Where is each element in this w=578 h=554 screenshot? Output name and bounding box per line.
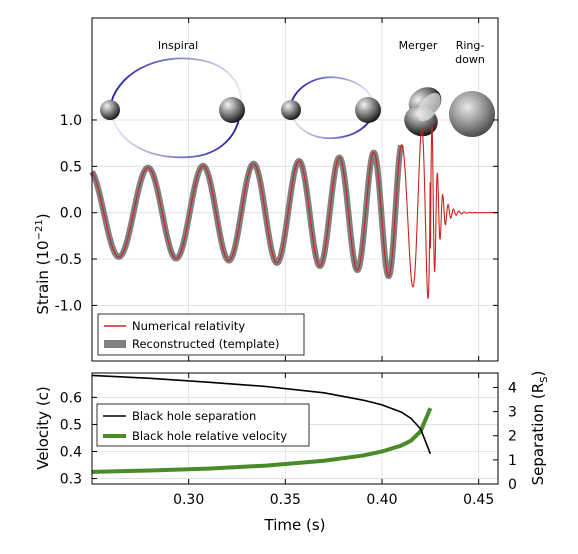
legend-label-reconstructed: Reconstructed (template) xyxy=(132,337,279,351)
velocity-ytick-label: 0.5 xyxy=(60,417,82,433)
strain-panel: Inspiral Merger Ring- down 1.0 0.5 0.0 -0.5… xyxy=(34,17,499,362)
strain-grid xyxy=(92,18,498,361)
time-xtick-label: 0.40 xyxy=(366,492,397,508)
time-x-ticks: 0.30 0.35 0.40 0.45 xyxy=(173,373,494,508)
ringdown-black-hole-icon xyxy=(449,91,495,137)
time-xtick-label: 0.30 xyxy=(173,492,204,508)
separation-ytick-label: 3 xyxy=(508,405,517,421)
time-xtick-label: 0.35 xyxy=(270,492,301,508)
time-axis-label: Time (s) xyxy=(264,516,326,534)
black-hole-small-icon xyxy=(100,100,120,120)
legend-label-velocity: Black hole relative velocity xyxy=(132,429,287,443)
series-black-hole-separation xyxy=(91,374,432,455)
velocity-legend: Black hole separation Black hole relativ… xyxy=(96,403,310,447)
series-reconstructed-template xyxy=(89,143,405,280)
velocity-ytick-label: 0.4 xyxy=(60,445,82,461)
strain-y-ticks: 1.0 0.5 0.0 -0.5 -1.0 xyxy=(55,18,498,361)
strain-ytick-label: -1.0 xyxy=(55,298,82,314)
phase-label-ringdown-line1: Ring- xyxy=(456,39,485,52)
strain-axis-label: Strain (10−21) xyxy=(34,213,52,314)
separation-ytick-label: 4 xyxy=(508,380,517,396)
strain-ytick-label: 0.5 xyxy=(60,159,82,175)
separation-axis-label: Separation (RS) xyxy=(529,371,550,486)
time-xtick-label: 0.45 xyxy=(463,492,494,508)
legend-label-numerical-relativity: Numerical relativity xyxy=(132,319,245,333)
velocity-ytick-label: 0.3 xyxy=(60,472,82,488)
strain-ytick-label: 1.0 xyxy=(60,113,82,129)
separation-ytick-label: 2 xyxy=(508,429,517,445)
phase-label-inspiral: Inspiral xyxy=(158,39,198,52)
strain-ytick-label: -0.5 xyxy=(55,252,82,268)
phase-label-ringdown-line2: down xyxy=(455,53,485,66)
black-hole-small-icon xyxy=(281,100,301,120)
inspiral-orbit-wide-illustration xyxy=(100,57,245,159)
velocity-axis-label: Velocity (c) xyxy=(34,386,52,470)
velocity-ytick-label: 0.6 xyxy=(60,390,82,406)
strain-panel-frame xyxy=(91,17,499,362)
strain-ytick-label: 0.0 xyxy=(60,206,82,222)
merger-illustration xyxy=(404,87,442,137)
velocity-panel-frame xyxy=(91,372,499,485)
inspiral-orbit-tight-illustration xyxy=(281,76,381,140)
binary-illustrations xyxy=(100,57,495,159)
series-numerical-relativity xyxy=(91,124,499,299)
series-black-hole-relative-velocity xyxy=(91,407,433,474)
black-hole-large-icon xyxy=(355,97,381,123)
black-hole-large-icon xyxy=(219,97,245,123)
strain-legend: Numerical relativity Reconstructed (temp… xyxy=(97,313,305,356)
separation-ytick-label: 1 xyxy=(508,453,517,469)
separation-ytick-label: 0 xyxy=(508,477,517,493)
phase-label-merger: Merger xyxy=(399,39,438,52)
strain-curves xyxy=(89,124,499,299)
legend-label-separation: Black hole separation xyxy=(132,409,256,423)
velocity-right-ticks: 4 3 2 1 0 xyxy=(493,380,517,493)
velocity-panel: 0.6 0.5 0.4 0.3 4 3 2 1 0 0.30 0.35 0.40 0.45 Velo… xyxy=(34,371,550,534)
velocity-curves xyxy=(91,374,433,474)
velocity-left-ticks: 0.6 0.5 0.4 0.3 xyxy=(60,390,97,488)
